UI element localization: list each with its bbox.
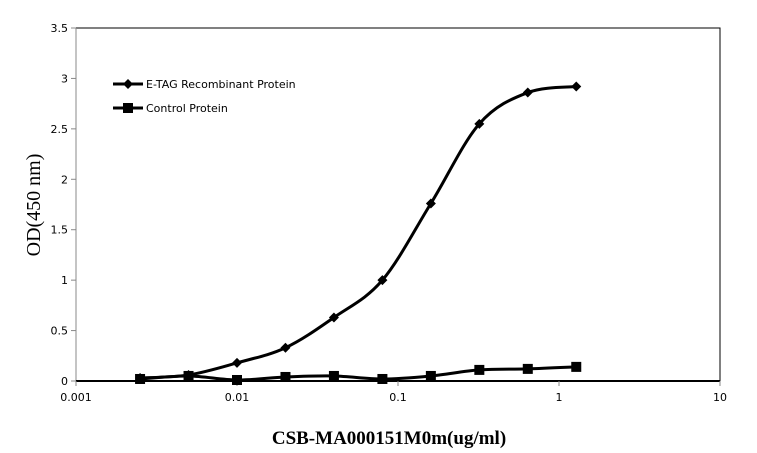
- series-line-1: [139, 365, 577, 382]
- data-point-diamond: [522, 87, 533, 98]
- legend-label-control: Control Protein: [146, 102, 228, 115]
- data-point-diamond: [474, 118, 485, 129]
- data-point-square: [425, 370, 436, 381]
- y-tick-label: 0.5: [51, 325, 69, 338]
- data-point-diamond: [571, 81, 582, 92]
- data-point-square: [328, 370, 339, 381]
- legend-square-marker: [123, 103, 133, 113]
- y-axis-label: OD(450 nm): [23, 154, 45, 257]
- x-tick-label: 0.001: [60, 391, 92, 404]
- x-tick-label: 0.1: [389, 391, 407, 404]
- data-point-diamond: [328, 312, 339, 323]
- data-point-diamond: [377, 275, 388, 286]
- data-point-diamond: [425, 198, 436, 209]
- data-point-square: [280, 371, 291, 382]
- y-tick-label: 3: [61, 72, 68, 85]
- y-tick-label: 2: [61, 173, 68, 186]
- y-tick-label: 3.5: [51, 22, 69, 35]
- data-point-square: [474, 364, 485, 375]
- y-tick-label: 1.5: [51, 224, 69, 237]
- data-point-square: [135, 373, 146, 384]
- data-point-square: [522, 363, 533, 374]
- x-tick-label: 1: [556, 391, 563, 404]
- data-point-square: [232, 374, 242, 385]
- x-tick-label: 0.01: [225, 391, 250, 404]
- data-point-square: [571, 361, 582, 372]
- x-axis-label: CSB-MA000151M0m(ug/ml): [272, 428, 506, 449]
- legend-label-etag: E-TAG Recombinant Protein: [146, 78, 296, 91]
- data-point-diamond: [232, 357, 242, 368]
- series-line-0: [139, 85, 577, 380]
- data-point-square: [183, 370, 194, 381]
- legend-diamond-marker: [123, 79, 133, 89]
- y-tick-label: 1: [61, 274, 68, 287]
- data-point-square: [377, 373, 388, 384]
- legend: E-TAG Recombinant Protein Control Protei…: [113, 78, 296, 115]
- data-point-diamond: [280, 342, 291, 353]
- x-tick-label: 10: [713, 391, 727, 404]
- y-tick-label: 0: [61, 375, 68, 388]
- y-tick-label: 2.5: [51, 123, 69, 136]
